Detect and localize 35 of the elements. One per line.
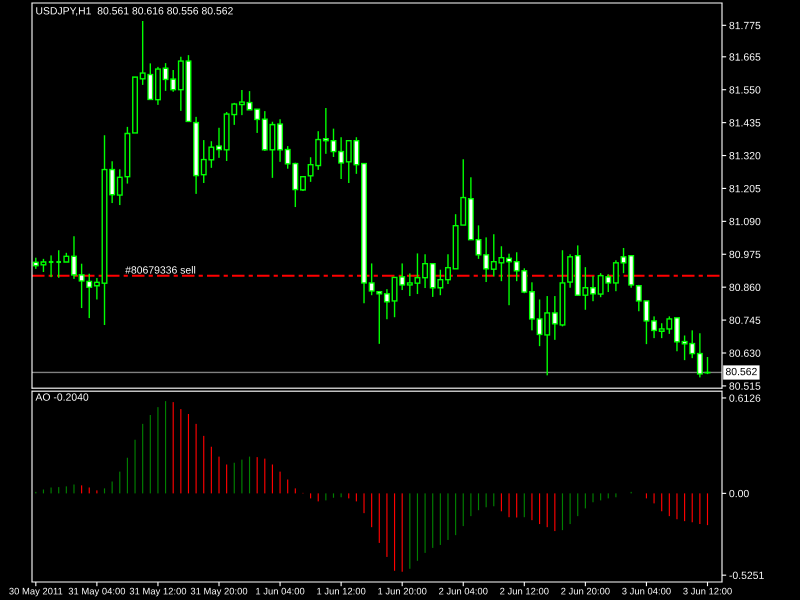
y-tick-label: 80.860 [729,284,760,292]
y-tick-label: 81.435 [729,119,760,126]
y-tick-label: 81.090 [729,218,760,226]
candlestick [346,140,352,184]
candlestick [86,273,92,319]
y-tick-label: 80.630 [729,350,760,357]
x-tick-label: 2 Jun 12:00 [500,588,549,594]
x-tick-label: 2 Jun 04:00 [439,588,488,594]
y-tick-label: -0.5251 [729,572,764,580]
y-tick-label: 81.775 [729,22,760,30]
candlestick [48,254,54,278]
x-tick-label: 31 May 12:00 [130,588,186,596]
x-tick-label: 30 May 2011 [9,588,62,596]
ref-line-label: 80.562 [726,368,757,376]
x-tick-label: 1 Jun 04:00 [256,588,304,594]
x-tick-label: 3 Jun 12:00 [683,588,732,594]
y-tick-label: 80.975 [729,250,760,258]
chart-title: USDJPY,H1 80.561 80.616 80.556 80.562 [36,7,233,16]
chart-title: AO -0.2040 [35,393,88,401]
x-tick-label: 3 Jun 04:00 [622,588,671,594]
y-tick-label: 80.515 [729,382,760,390]
y-tick-label: 81.205 [729,184,760,192]
y-tick-label: 81.665 [729,53,760,61]
y-tick-label: 0.00 [729,490,749,498]
x-tick-label: 31 May 20:00 [190,588,248,596]
candlestick [200,139,207,184]
x-tick-label: 1 Jun 12:00 [317,588,366,594]
y-tick-label: 80.745 [729,316,760,324]
x-tick-label: 2 Jun 20:00 [561,588,610,594]
y-tick-label: 81.320 [729,152,760,160]
y-tick-label: 0.6126 [729,394,760,402]
x-tick-label: 31 May 04:00 [68,588,126,596]
x-tick-label: 1 Jun 20:00 [378,588,426,594]
y-tick-label: 81.550 [729,86,760,94]
ref-line-label: #80679336 sell [125,266,196,274]
